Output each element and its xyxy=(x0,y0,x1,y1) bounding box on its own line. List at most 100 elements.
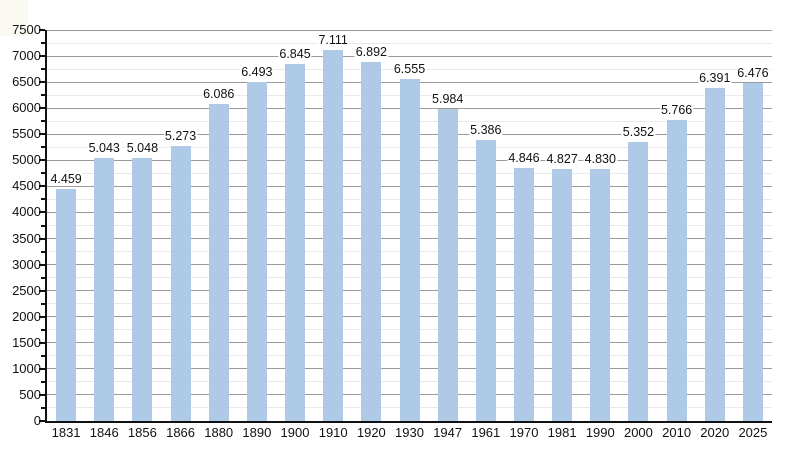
value-label-1981: 4.827 xyxy=(545,152,579,167)
value-label-1890: 6.493 xyxy=(240,65,274,80)
y-axis-major-tick xyxy=(39,133,45,136)
y-axis-line xyxy=(45,30,47,423)
y-axis-minor-tick xyxy=(41,68,45,71)
y-axis-tick-label: 500 xyxy=(19,386,41,402)
y-axis-tick-label: 3500 xyxy=(12,230,41,246)
y-axis-major-tick xyxy=(39,29,45,31)
x-axis-tick-label: 2000 xyxy=(623,425,653,440)
bar-1981 xyxy=(552,169,573,421)
y-axis-major-tick xyxy=(39,107,45,110)
y-axis-minor-tick xyxy=(41,302,45,305)
x-axis-tick-label: 1947 xyxy=(433,425,463,440)
y-axis-tick-label: 7000 xyxy=(12,48,41,64)
x-axis-line xyxy=(45,421,772,423)
y-axis-tick-label: 0 xyxy=(33,413,41,428)
y-axis-tick-label: 2500 xyxy=(12,282,41,298)
x-axis-tick-label: 1846 xyxy=(89,425,119,440)
value-label-2010: 5.766 xyxy=(659,103,694,118)
value-label-1961: 5.386 xyxy=(469,123,503,138)
y-axis-minor-tick xyxy=(41,42,45,45)
y-axis-major-tick xyxy=(39,81,45,84)
bar-1900 xyxy=(285,64,306,421)
x-axis-tick-label: 1890 xyxy=(242,425,272,440)
y-axis-minor-tick xyxy=(41,172,45,175)
value-label-1990: 4.830 xyxy=(583,152,617,167)
y-axis-major-tick xyxy=(39,263,45,266)
bar-1930 xyxy=(399,79,420,421)
y-axis-major-tick xyxy=(39,185,45,188)
bar-1990 xyxy=(590,169,611,421)
y-axis-major-tick xyxy=(39,315,45,318)
value-label-1930: 6.555 xyxy=(392,62,427,77)
bar-2010 xyxy=(666,120,687,421)
x-axis-tick-label: 1866 xyxy=(166,425,196,440)
y-axis-tick-label: 3000 xyxy=(12,256,41,272)
bar-1920 xyxy=(361,61,382,421)
x-axis-tick-label: 1930 xyxy=(395,425,424,440)
bar-1880 xyxy=(208,103,229,421)
value-label-1880: 6.086 xyxy=(202,86,236,101)
x-axis-tick-label: 2025 xyxy=(738,425,768,440)
x-axis-tick-label: 2020 xyxy=(700,425,730,440)
y-axis-tick-label: 6500 xyxy=(12,74,41,90)
y-axis-minor-tick xyxy=(41,146,45,149)
plot-area: 4.459 5.043 5.048 5.273 6.086 6.493 6.845 7.111… xyxy=(45,29,772,423)
bar-1856 xyxy=(132,157,153,421)
y-axis-minor-tick xyxy=(41,328,45,331)
y-axis-tick-label: 4000 xyxy=(12,204,41,220)
major-gridline xyxy=(47,55,772,57)
value-label-2025: 6.476 xyxy=(736,66,770,81)
value-label-1856: 5.048 xyxy=(125,140,160,155)
y-axis-minor-tick xyxy=(41,276,45,279)
x-axis-tick-label: 1970 xyxy=(509,425,539,440)
bar-1947 xyxy=(437,109,458,421)
y-axis-minor-tick xyxy=(41,120,45,123)
bar-1890 xyxy=(246,82,267,421)
y-axis-minor-tick xyxy=(41,354,45,357)
value-label-1910: 7.111 xyxy=(317,33,349,48)
y-axis-minor-tick xyxy=(41,380,45,383)
x-axis-tick-label: 1910 xyxy=(318,425,348,440)
y-axis-tick-label: 6000 xyxy=(12,100,41,116)
y-axis-major-tick xyxy=(39,367,45,370)
major-gridline xyxy=(47,29,772,31)
y-axis-major-tick xyxy=(39,211,45,214)
y-axis-tick-label: 7500 xyxy=(12,22,41,37)
y-axis-major-tick xyxy=(39,289,45,292)
x-axis-tick-label: 1856 xyxy=(127,425,157,440)
y-axis-major-tick xyxy=(39,420,45,422)
y-axis-minor-tick xyxy=(41,224,45,227)
y-axis-tick-label: 5500 xyxy=(12,126,41,142)
bar-1961 xyxy=(475,140,496,421)
y-axis-minor-tick xyxy=(41,94,45,97)
y-axis-major-tick xyxy=(39,55,45,58)
bar-1846 xyxy=(94,158,115,421)
value-label-1920: 6.892 xyxy=(354,44,388,59)
background-patch xyxy=(0,0,28,36)
y-axis-tick-label: 2000 xyxy=(12,308,41,324)
value-label-1866: 5.273 xyxy=(163,129,198,144)
y-axis-minor-tick xyxy=(41,250,45,253)
bar-2020 xyxy=(704,87,725,421)
value-label-1947: 5.984 xyxy=(431,92,465,107)
bar-2000 xyxy=(628,141,649,421)
x-axis-tick-label: 1961 xyxy=(471,425,501,440)
y-axis-minor-tick xyxy=(41,406,45,409)
bar-1866 xyxy=(170,146,191,421)
y-axis-tick-label: 5000 xyxy=(12,152,41,168)
y-axis-minor-tick xyxy=(41,198,45,201)
x-axis-tick-label: 1880 xyxy=(204,425,234,440)
y-axis-major-tick xyxy=(39,159,45,162)
x-axis-tick-label: 2010 xyxy=(662,425,692,440)
bar-1970 xyxy=(513,168,534,421)
value-label-2000: 5.352 xyxy=(621,124,656,139)
value-label-1970: 4.846 xyxy=(507,151,541,166)
bar-2025 xyxy=(742,83,763,421)
x-axis-tick-label: 1900 xyxy=(280,425,310,440)
minor-gridline xyxy=(47,42,772,44)
value-label-1900: 6.845 xyxy=(278,47,312,62)
value-label-2020: 6.391 xyxy=(698,70,732,85)
y-axis-major-tick xyxy=(39,341,45,344)
x-axis-tick-label: 1981 xyxy=(547,425,577,440)
